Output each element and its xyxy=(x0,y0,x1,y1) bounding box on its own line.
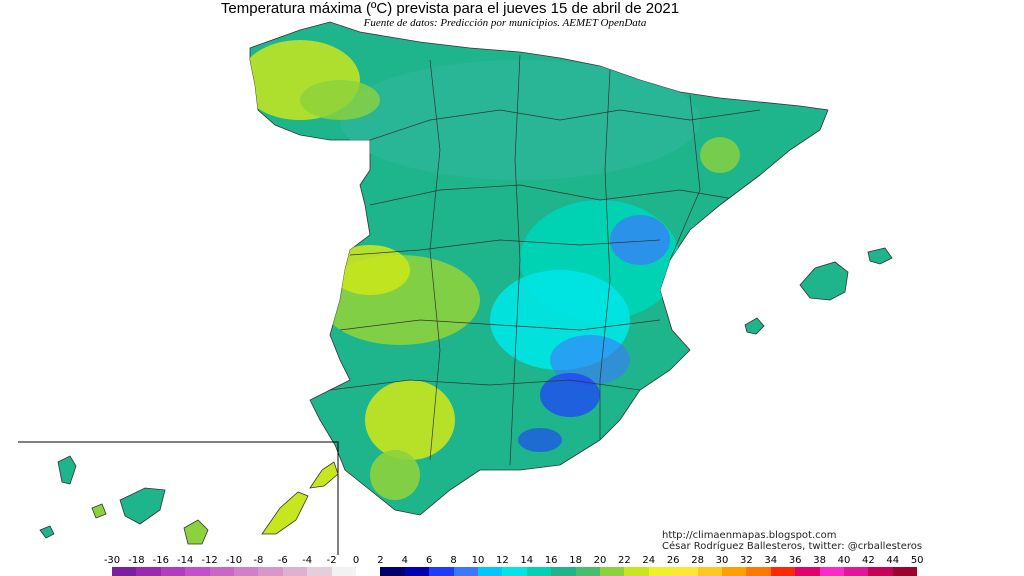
legend-swatch xyxy=(258,567,283,576)
legend-label: -16 xyxy=(152,555,169,566)
legend-label: -14 xyxy=(177,555,194,566)
legend-label: -6 xyxy=(277,555,288,566)
legend-label: 28 xyxy=(691,555,704,566)
legend-label: 14 xyxy=(520,555,534,566)
legend-label: 26 xyxy=(666,555,680,566)
map-title: Temperatura máxima (ºC) prevista para el… xyxy=(220,0,680,17)
legend-label: 10 xyxy=(471,555,485,566)
legend-label: 8 xyxy=(450,555,457,566)
legend-swatch xyxy=(697,567,722,576)
legend-swatch xyxy=(185,567,210,576)
legend-label: 18 xyxy=(569,555,582,566)
legend-swatch xyxy=(526,567,552,576)
legend-label: -12 xyxy=(201,555,218,566)
legend-swatch xyxy=(624,567,649,576)
canary-islands-inset xyxy=(18,441,339,555)
legend-label: 32 xyxy=(740,555,753,566)
legend-label: 44 xyxy=(886,555,900,566)
legend-label: 36 xyxy=(788,555,802,566)
legend-label: 22 xyxy=(618,555,631,566)
legend-swatch xyxy=(380,567,405,576)
legend-swatch xyxy=(575,567,600,576)
legend-label: 6 xyxy=(426,555,433,566)
legend-swatch xyxy=(160,567,186,576)
legend-label: 16 xyxy=(544,555,558,566)
legend-swatch xyxy=(648,567,674,576)
legend-label: 0 xyxy=(352,555,360,566)
credits-url: http://climaenmapas.blogspot.com xyxy=(662,530,837,541)
legend-swatch xyxy=(795,567,820,576)
legend-swatch xyxy=(136,567,161,576)
legend-swatch xyxy=(746,567,771,576)
legend-label: -8 xyxy=(253,555,264,566)
legend-label: -2 xyxy=(326,555,337,566)
legend-label: 40 xyxy=(837,555,851,566)
legend-swatch xyxy=(478,567,503,576)
map-subtitle: Fuente de datos: Predicción por municipi… xyxy=(363,17,647,29)
legend-label: -18 xyxy=(128,555,145,566)
legend-label: 12 xyxy=(496,555,509,566)
temperature-map xyxy=(18,21,893,555)
legend-swatch xyxy=(600,567,625,576)
legend-swatch xyxy=(234,567,259,576)
legend-swatch xyxy=(307,567,332,576)
legend-label: -30 xyxy=(103,555,121,566)
credits-block: http://climaenmapas.blogspot.com César R… xyxy=(662,530,922,552)
legend-swatch xyxy=(770,567,796,576)
legend-label: 50 xyxy=(910,555,924,566)
legend-swatch xyxy=(673,567,698,576)
legend-label: 38 xyxy=(813,555,826,566)
peninsula-region xyxy=(249,21,829,516)
legend-swatch xyxy=(282,567,308,576)
legend-swatch xyxy=(356,567,381,576)
legend-swatch xyxy=(868,567,893,576)
legend-label: 4 xyxy=(401,555,408,566)
legend-swatch xyxy=(404,567,430,576)
legend-swatch xyxy=(551,567,576,576)
legend-label: -4 xyxy=(302,555,313,566)
legend-swatch xyxy=(453,567,478,576)
legend-label: 20 xyxy=(593,555,607,566)
legend-swatch xyxy=(892,567,918,576)
legend-swatch xyxy=(209,567,234,576)
legend-swatch xyxy=(502,567,527,576)
legend-swatch xyxy=(331,567,356,576)
legend-label: 30 xyxy=(715,555,729,566)
legend-label: 34 xyxy=(764,555,778,566)
balearic-islands xyxy=(744,247,893,335)
legend-swatch xyxy=(429,567,454,576)
legend-swatch xyxy=(722,567,747,576)
credits-author: César Rodríguez Ballesteros, twitter: @c… xyxy=(662,541,923,552)
legend-swatch xyxy=(112,567,137,576)
legend-swatch xyxy=(819,567,844,576)
legend-label: -10 xyxy=(225,555,243,566)
legend-label: 2 xyxy=(377,555,384,566)
legend-label: 24 xyxy=(642,555,656,566)
legend-swatch xyxy=(844,567,869,576)
temperature-legend: -30 -18 -16 -14 -12 -10 -8 -6 -4 -2 0 2 4 6 8 10 12 14 16 1… xyxy=(98,555,928,576)
legend-label: 42 xyxy=(862,555,875,566)
